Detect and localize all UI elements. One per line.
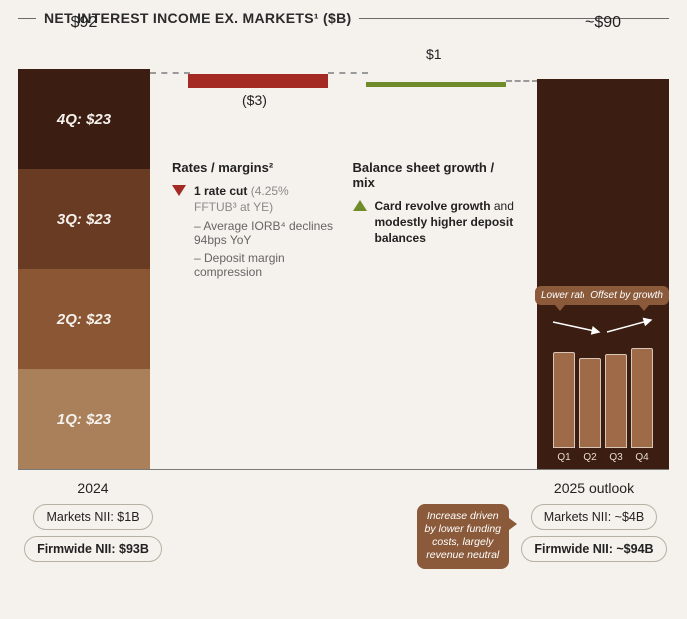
mid-right-bullet-text: Card revolve growth and modestly higher …	[375, 198, 516, 247]
mini-bar-group: Lower rates Offset by growth Q1Q2Q3Q4	[543, 338, 663, 463]
mini-bar-label: Q1	[553, 452, 575, 463]
pill-left-2: Firmwide NII: $93B	[24, 536, 162, 562]
left-total-label: $92	[18, 14, 150, 32]
dash-1	[150, 72, 190, 74]
mid-left-bullet: 1 rate cut (4.25% FFTUB³ at YE)	[172, 183, 335, 215]
mid-left-title: Rates / margins²	[172, 160, 335, 175]
mini-bar	[579, 358, 601, 448]
waterfall-green-label: $1	[426, 46, 442, 62]
bottom-mid: Increase drivenby lower fundingcosts, la…	[168, 480, 519, 569]
left-bar-segment: 2Q: $23	[18, 269, 150, 369]
mini-bar	[553, 352, 575, 448]
mid-explainer: Rates / margins² 1 rate cut (4.25% FFTUB…	[172, 160, 515, 279]
mid-left-col: Rates / margins² 1 rate cut (4.25% FFTUB…	[172, 160, 335, 279]
mid-left-sub: – Deposit margin compression	[194, 251, 335, 279]
mid-right-bullet: Card revolve growth and modestly higher …	[353, 198, 516, 247]
mini-bars	[543, 338, 663, 448]
mini-bar-label: Q3	[605, 452, 627, 463]
dash-2	[328, 72, 368, 74]
bottom-row: 2024 Markets NII: $1B Firmwide NII: $93B…	[18, 480, 669, 569]
mid-left-sub: – Average IORB⁴ declines 94bps YoY	[194, 219, 335, 247]
mini-arrows	[551, 318, 655, 343]
mid-left-bullet-text: 1 rate cut (4.25% FFTUB³ at YE)	[194, 183, 335, 215]
mini-bar-label: Q2	[579, 452, 601, 463]
left-stacked-bar: 4Q: $233Q: $232Q: $231Q: $23	[18, 69, 150, 469]
waterfall-red-bar	[188, 74, 328, 88]
mini-bar-labels: Q1 Q2 Q3 Q4	[543, 452, 663, 463]
mini-bar	[605, 354, 627, 448]
pill-left-1: Markets NII: $1B	[33, 504, 152, 530]
bottom-right-col: 2025 outlook Markets NII: ~$4B Firmwide …	[519, 480, 669, 568]
mid-right-col: Balance sheet growth / mix Card revolve …	[353, 160, 516, 279]
triangle-down-icon	[172, 185, 186, 196]
waterfall-green-bar	[366, 82, 506, 87]
year-right: 2025 outlook	[519, 480, 669, 496]
pill-right-1: Markets NII: ~$4B	[531, 504, 657, 530]
mid-left-subs: – Average IORB⁴ declines 94bps YoY – Depo…	[194, 219, 335, 279]
pill-right-2: Firmwide NII: ~$94B	[521, 536, 666, 562]
left-bar-segment: 3Q: $23	[18, 169, 150, 269]
mid-right-title: Balance sheet growth / mix	[353, 160, 516, 190]
mini-bar-label: Q4	[631, 452, 653, 463]
mini-bar	[631, 348, 653, 448]
triangle-up-icon	[353, 200, 367, 211]
right-bar: Lower rates Offset by growth Q1Q2Q3Q4	[537, 79, 669, 469]
chart-area: $92 ~$90 ($3) $1 4Q: $233Q: $232Q: $231Q…	[18, 40, 669, 470]
left-bar-segment: 4Q: $23	[18, 69, 150, 169]
right-total-label: ~$90	[537, 14, 669, 32]
dash-3	[506, 80, 538, 82]
callout-offset-growth: Offset by growth	[584, 286, 669, 305]
callout-increase-driven: Increase drivenby lower fundingcosts, la…	[417, 504, 509, 569]
waterfall-red-label: ($3)	[242, 92, 267, 108]
bottom-left-col: 2024 Markets NII: $1B Firmwide NII: $93B	[18, 480, 168, 568]
left-bar-segment: 1Q: $23	[18, 369, 150, 469]
year-left: 2024	[18, 480, 168, 496]
